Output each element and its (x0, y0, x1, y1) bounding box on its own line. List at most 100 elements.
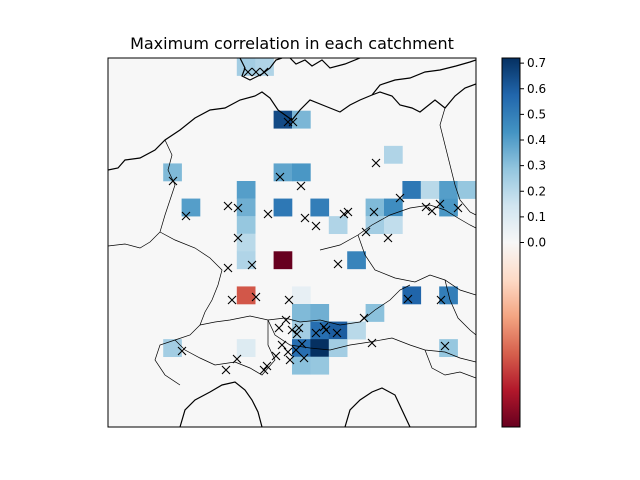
heatmap-cell (347, 251, 366, 270)
catchment-marker (436, 295, 446, 305)
heatmap-cell (273, 110, 293, 129)
catchment-marker (359, 313, 369, 323)
catchment-marker (243, 67, 253, 77)
colorbar-gradient (502, 58, 520, 427)
heatmap-cell (328, 321, 348, 340)
catchment-marker (403, 294, 413, 304)
catchment-marker (233, 233, 243, 243)
catchment-marker (294, 323, 304, 333)
catchment-marker (440, 341, 450, 351)
catchment-marker (361, 227, 371, 237)
catchment-marker (369, 207, 379, 217)
border-de-fr (159, 231, 223, 326)
catchment-marker (300, 213, 310, 223)
heatmap-cell (273, 251, 293, 270)
colorbar-tick-label: 0.7 (527, 56, 546, 70)
chart-title: Maximum correlation in each catchment (130, 34, 454, 53)
heatmap-cell (236, 339, 256, 358)
coastline-north-sea (108, 83, 476, 171)
heatmap-cell (292, 339, 311, 358)
catchment-marker (251, 67, 261, 77)
colorbar-tick-label: 0.5 (527, 107, 546, 121)
catchment-marker (168, 176, 178, 186)
heatmap-cell (365, 304, 385, 322)
heatmap-cell (163, 339, 182, 358)
coastlines-borders (108, 58, 476, 427)
border-at-it (267, 319, 476, 363)
coastline-baltic (371, 59, 476, 96)
catchment-marker (275, 172, 285, 182)
catchment-marker (277, 340, 287, 350)
catchment-marker (299, 353, 309, 363)
catchment-marker (453, 203, 463, 213)
catchment-marker (435, 199, 445, 209)
catchment-marker (263, 209, 273, 219)
heatmap-cell (365, 198, 385, 217)
catchment-marker (247, 260, 257, 270)
catchment-marker (262, 361, 272, 371)
border-de-nl-be (108, 139, 176, 249)
heatmap-cell (310, 198, 330, 217)
catchment-marker (227, 295, 237, 305)
catchment-marker (181, 211, 191, 221)
heatmap-cell (236, 251, 256, 270)
catchment-marker (223, 201, 233, 211)
catchment-marker (292, 329, 302, 339)
catchment-marker (383, 233, 393, 243)
catchment-marker (296, 181, 306, 191)
heatmap-cell (384, 216, 403, 235)
heatmap-cell (328, 216, 348, 235)
colorbar-tick-label: 0.4 (527, 133, 546, 147)
catchment-marker (223, 263, 233, 273)
heatmap-cell (457, 181, 476, 199)
catchment-marker (333, 259, 343, 269)
heatmap-cell (236, 233, 256, 252)
border-ch-it-fr (154, 320, 276, 386)
heatmap-cell (310, 339, 330, 358)
heatmap-cell (310, 356, 330, 375)
heatmap-cell (236, 198, 256, 217)
catchment-markers (168, 67, 463, 375)
catchment-marker (274, 323, 284, 333)
catchment-marker (177, 346, 187, 356)
coastline-ligurian (179, 381, 263, 427)
heatmap-cell (439, 339, 458, 358)
colorbar-tick-label: 0.1 (527, 210, 546, 224)
catchment-marker (283, 347, 293, 357)
heatmap-cell (384, 145, 403, 164)
heatmap-cell (310, 304, 330, 322)
catchment-marker (288, 117, 298, 127)
heatmap-cell (236, 286, 256, 305)
heatmap-cell (236, 181, 256, 199)
heatmap-cell (292, 356, 311, 375)
heatmap-cell (420, 181, 440, 199)
colorbar-tick-label: 0.3 (527, 159, 546, 173)
heatmap-cells (163, 58, 476, 375)
catchment-marker (251, 292, 261, 302)
catchment-marker (311, 221, 321, 231)
heatmap-cell (292, 304, 311, 322)
catchment-marker (427, 206, 437, 216)
catchment-marker (233, 203, 243, 213)
catchment-marker (271, 351, 281, 361)
heatmap-cell (255, 58, 274, 76)
heatmap-cell (236, 58, 256, 76)
colorbar: 0.7 0.6 0.5 0.4 0.3 0.2 0.1 0.0 (501, 56, 546, 428)
catchment-marker (259, 67, 269, 77)
catchment-marker (332, 328, 342, 338)
catchment-marker (259, 365, 269, 375)
catchment-marker (395, 193, 405, 203)
catchment-marker (285, 355, 295, 365)
colorbar-tick-label: 0.0 (527, 236, 546, 250)
map-frame (107, 57, 477, 428)
heatmap-cell (439, 181, 458, 199)
border-de-ch-at (199, 284, 411, 326)
heatmap-cell (439, 198, 458, 217)
colorbar-tick-label: 0.6 (527, 82, 546, 96)
coastline-adriatic (344, 387, 411, 427)
catchment-marker (297, 339, 307, 349)
catchment-marker (311, 328, 321, 338)
catchment-marker (284, 295, 294, 305)
colorbar-tick-label: 0.2 (527, 184, 546, 198)
